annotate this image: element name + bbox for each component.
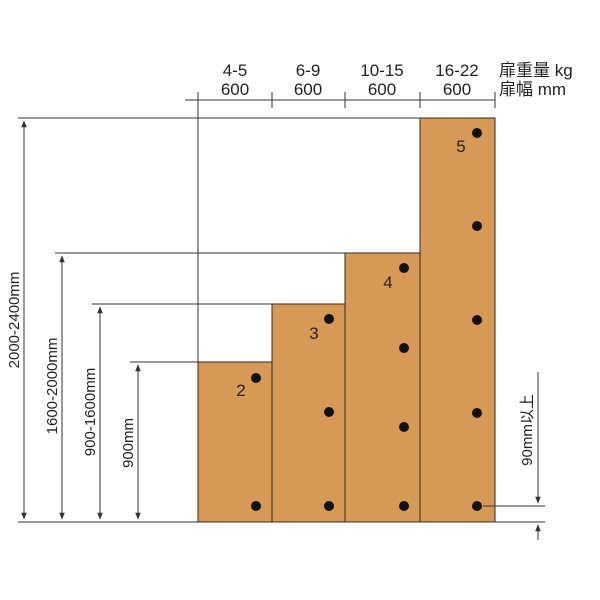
hinge-hole [472, 221, 482, 231]
height-labels: 900mm 900-1600mm 1600-2000mm 2000-2400mm [6, 272, 137, 468]
hinge-hole [399, 501, 409, 511]
column-weight: 4-5 [223, 61, 248, 80]
weight-unit-label: 扉重量 kg [499, 61, 573, 80]
width-dimension-line [185, 92, 496, 362]
column-weight: 10-15 [360, 61, 403, 80]
hinge-hole [472, 408, 482, 418]
hinge-hole [472, 128, 482, 138]
column-weight: 6-9 [296, 61, 321, 80]
hinge-hole [324, 501, 334, 511]
hinge-count-labels: 2 3 4 5 [236, 137, 465, 400]
width-unit-label: 扉幅 mm [499, 80, 566, 99]
hinge-holes [251, 128, 482, 511]
clearance-dimension [483, 372, 545, 540]
height-label: 900-1600mm [82, 368, 99, 456]
hinge-hole [399, 263, 409, 273]
height-label: 1600-2000mm [44, 338, 61, 435]
hinge-hole [324, 314, 334, 324]
hinge-hole [251, 373, 261, 383]
hinge-hole [399, 422, 409, 432]
hinge-hole [251, 501, 261, 511]
hinge-count-label: 3 [309, 324, 318, 343]
height-dimension-arrows [21, 120, 141, 520]
hinge-count-label: 5 [456, 137, 465, 156]
clearance-label: 90mm以上 [519, 394, 536, 466]
header-labels: 4-5 600 6-9 600 10-15 600 16-22 600 扉重量 … [221, 61, 573, 99]
door-panel-4 [419, 117, 496, 523]
column-width: 600 [294, 80, 322, 99]
column-weight: 16-22 [435, 61, 478, 80]
column-width: 600 [443, 80, 471, 99]
door-panels [197, 117, 496, 523]
height-label: 2000-2400mm [6, 272, 23, 369]
door-panel-3 [344, 252, 421, 523]
column-width: 600 [221, 80, 249, 99]
hinge-count-label: 2 [236, 381, 245, 400]
hinge-hole [472, 315, 482, 325]
hinge-hole [324, 407, 334, 417]
column-width: 600 [368, 80, 396, 99]
height-extension-lines [18, 117, 420, 523]
hinge-hole [472, 501, 482, 511]
door-panel-1 [197, 361, 273, 523]
hinge-hole [399, 343, 409, 353]
height-label: 900mm [120, 418, 137, 468]
hinge-count-label: 4 [383, 273, 392, 292]
